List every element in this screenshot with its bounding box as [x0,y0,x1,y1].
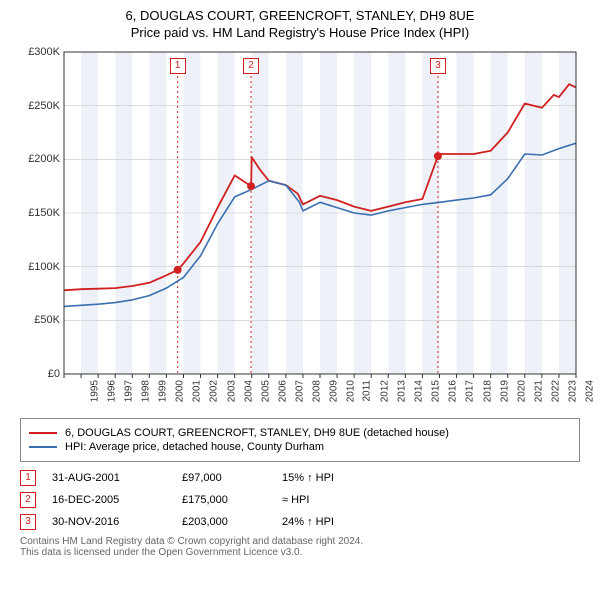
x-tick-label: 2010 [345,380,356,402]
event-date: 30-NOV-2016 [52,516,182,528]
event-row: 3 30-NOV-2016£203,00024% ↑ HPI [20,514,580,530]
x-tick-label: 2000 [175,380,186,402]
legend-label: 6, DOUGLAS COURT, GREENCROFT, STANLEY, D… [65,427,449,439]
x-tick-label: 2019 [499,380,510,402]
x-tick-label: 2008 [311,380,322,402]
footer: Contains HM Land Registry data © Crown c… [20,536,580,558]
event-price: £203,000 [182,516,282,528]
x-tick-label: 2007 [294,380,305,402]
legend: 6, DOUGLAS COURT, GREENCROFT, STANLEY, D… [20,418,580,462]
event-price: £97,000 [182,472,282,484]
chart-container: 6, DOUGLAS COURT, GREENCROFT, STANLEY, D… [0,0,600,568]
x-tick-label: 2013 [396,380,407,402]
x-tick-label: 2022 [550,380,561,402]
event-number-box: 1 [20,470,36,486]
x-tick-label: 1997 [123,380,134,402]
event-date: 31-AUG-2001 [52,472,182,484]
x-tick-label: 2009 [328,380,339,402]
x-tick-label: 2014 [414,380,425,402]
event-dot [247,182,255,190]
y-tick-label: £0 [48,368,60,380]
x-tick-label: 1999 [158,380,169,402]
x-tick-label: 2018 [482,380,493,402]
legend-item: HPI: Average price, detached house, Coun… [29,441,571,453]
x-tick-label: 2020 [516,380,527,402]
legend-item: 6, DOUGLAS COURT, GREENCROFT, STANLEY, D… [29,427,571,439]
x-tick-label: 2006 [277,380,288,402]
x-tick-label: 1996 [106,380,117,402]
chart-svg [20,48,580,408]
y-tick-label: £300K [28,46,60,58]
event-row: 2 16-DEC-2005£175,000≈ HPI [20,492,580,508]
chart-plot: £0 £50K £100K £150K £200K £250K £300K 1995 1996 1… [20,48,580,408]
x-tick-label: 2002 [209,380,220,402]
x-tick-label: 2024 [584,380,595,402]
y-tick-label: £250K [28,100,60,112]
event-delta: 24% ↑ HPI [282,516,334,528]
x-tick-label: 2015 [431,380,442,402]
x-tick-label: 2005 [260,380,271,402]
x-tick-label: 2004 [243,380,254,402]
footer-line2: This data is licensed under the Open Gov… [20,547,580,558]
event-delta: 15% ↑ HPI [282,472,334,484]
y-tick-label: £100K [28,261,60,273]
event-marker-box: 2 [243,58,259,74]
legend-swatch [29,432,57,434]
chart-title-line1: 6, DOUGLAS COURT, GREENCROFT, STANLEY, D… [10,8,590,23]
event-date: 16-DEC-2005 [52,494,182,506]
y-tick-label: £150K [28,207,60,219]
x-tick-label: 2012 [379,380,390,402]
y-tick-label: £200K [28,153,60,165]
event-number-box: 3 [20,514,36,530]
event-dot [174,266,182,274]
x-tick-label: 1998 [140,380,151,402]
legend-swatch [29,446,57,448]
event-delta: ≈ HPI [282,494,309,506]
x-tick-label: 2023 [567,380,578,402]
event-price: £175,000 [182,494,282,506]
legend-label: HPI: Average price, detached house, Coun… [65,441,324,453]
x-tick-label: 2001 [192,380,203,402]
event-dot [434,152,442,160]
footer-line1: Contains HM Land Registry data © Crown c… [20,536,580,547]
event-marker-box: 3 [430,58,446,74]
x-tick-label: 1995 [89,380,100,402]
x-tick-label: 2017 [465,380,476,402]
x-tick-label: 2016 [448,380,459,402]
event-row: 1 31-AUG-2001£97,00015% ↑ HPI [20,470,580,486]
event-marker-box: 1 [170,58,186,74]
x-tick-label: 2003 [226,380,237,402]
chart-title-line2: Price paid vs. HM Land Registry's House … [10,25,590,40]
y-tick-label: £50K [34,314,60,326]
x-tick-label: 2021 [533,380,544,402]
event-number-box: 2 [20,492,36,508]
events-table: 1 31-AUG-2001£97,00015% ↑ HPI 2 16-DEC-2005… [20,470,580,530]
x-tick-label: 2011 [362,380,373,402]
